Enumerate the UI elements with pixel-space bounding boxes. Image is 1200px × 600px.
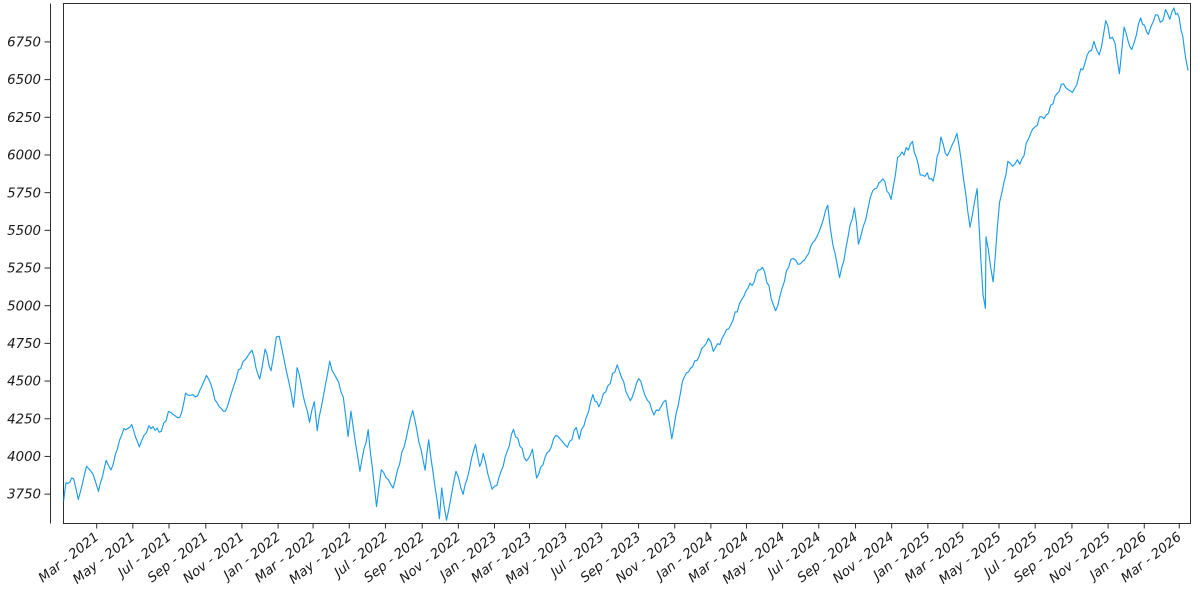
y-tick-label: 6500 bbox=[7, 73, 41, 88]
y-tick-label: 4250 bbox=[7, 412, 41, 427]
price-line-series bbox=[63, 7, 1189, 521]
y-tick-label: 4500 bbox=[7, 375, 41, 390]
y-tick-label: 5750 bbox=[7, 186, 41, 201]
plot-area bbox=[63, 3, 1191, 524]
y-tick-label: 4750 bbox=[7, 337, 41, 352]
y-tick-label: 6000 bbox=[7, 149, 41, 164]
y-tick-label: 4000 bbox=[7, 450, 41, 465]
y-tick-label: 5000 bbox=[7, 299, 41, 314]
y-tick-label: 6250 bbox=[7, 111, 41, 126]
y-tick-label: 5250 bbox=[7, 262, 41, 277]
y-tick-label: 5500 bbox=[7, 224, 41, 239]
y-tick-label: 6750 bbox=[7, 36, 41, 51]
y-tick-label: 3750 bbox=[7, 488, 41, 503]
